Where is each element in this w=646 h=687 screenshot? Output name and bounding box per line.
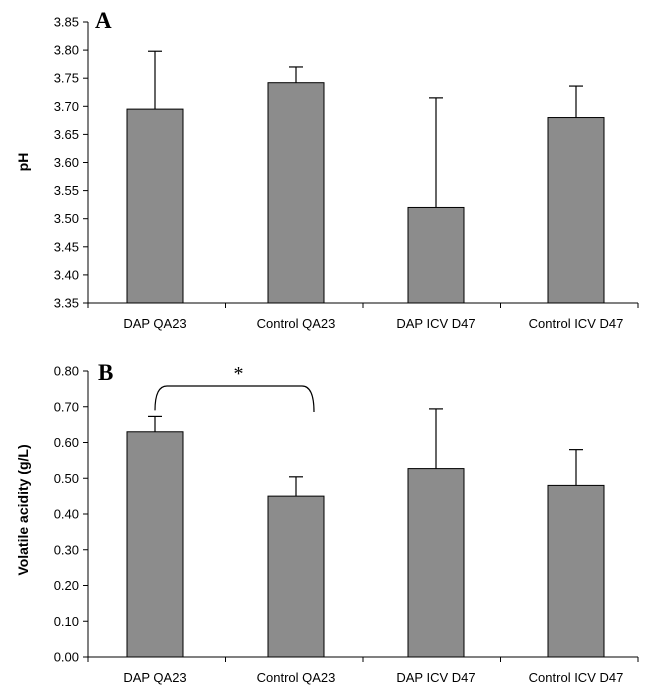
bar <box>547 117 605 304</box>
error-bars-a <box>148 50 583 208</box>
x-ticks-a: DAP QA23 Control QA23 DAP ICV D47 Control I… <box>87 303 639 331</box>
y-ticks-a: 3.35 3.40 3.45 3.50 3.55 3.60 3.65 3.70 3.75 3.80… <box>54 15 88 311</box>
y-axis-label-a: pH <box>15 153 31 172</box>
chart-panel-a: A pH 3.35 3.40 3.45 3.50 3.55 3.60 3.65 3.70 3.7… <box>15 8 639 331</box>
axes-a <box>87 22 638 304</box>
bar <box>267 495 325 658</box>
bar <box>547 484 605 658</box>
y-tick-label: 0.30 <box>54 542 79 557</box>
y-tick-label: 3.40 <box>54 267 79 282</box>
bar <box>407 468 465 658</box>
x-tick-label: Control QA23 <box>257 670 336 685</box>
y-tick-label: 0.50 <box>54 471 79 486</box>
y-tick-label: 3.65 <box>54 127 79 142</box>
significance-bracket: * <box>154 363 315 413</box>
bars-a <box>126 82 605 304</box>
x-tick-label: DAP ICV D47 <box>396 316 475 331</box>
x-tick-label: DAP ICV D47 <box>396 670 475 685</box>
panel-label-a: A <box>95 8 112 33</box>
error-bars-b <box>148 408 583 497</box>
y-tick-label: 3.75 <box>54 71 79 86</box>
x-tick-label: DAP QA23 <box>123 670 186 685</box>
significance-star: * <box>234 363 244 385</box>
y-tick-label: 0.70 <box>54 399 79 414</box>
x-ticks-b: DAP QA23 Control QA23 DAP ICV D47 Control I… <box>87 657 639 685</box>
y-tick-label: 3.85 <box>54 15 79 30</box>
significance-bracket-line <box>154 385 315 413</box>
panel-label-b: B <box>98 360 113 385</box>
x-tick-label: DAP QA23 <box>123 316 186 331</box>
bars-b <box>126 431 605 658</box>
y-tick-label: 3.50 <box>54 211 79 226</box>
chart-panel-b: B Volatile acidity (g/L) 0.00 0.10 0.20 0.3… <box>15 360 639 685</box>
y-tick-label: 3.80 <box>54 43 79 58</box>
y-tick-label: 0.80 <box>54 364 79 379</box>
bar <box>126 108 184 304</box>
y-tick-label: 0.60 <box>54 435 79 450</box>
y-tick-label: 0.40 <box>54 507 79 522</box>
x-tick-label: Control ICV D47 <box>529 316 624 331</box>
y-tick-label: 0.20 <box>54 578 79 593</box>
axes-b <box>87 371 638 658</box>
y-tick-label: 3.45 <box>54 239 79 254</box>
y-ticks-b: 0.00 0.10 0.20 0.30 0.40 0.50 0.60 0.70 0.80 <box>54 364 88 665</box>
bar <box>407 206 465 304</box>
y-tick-label: 0.10 <box>54 614 79 629</box>
y-tick-label: 0.00 <box>54 650 79 665</box>
bar <box>126 431 184 658</box>
y-tick-label: 3.55 <box>54 183 79 198</box>
bar <box>267 82 325 304</box>
x-tick-label: Control QA23 <box>257 316 336 331</box>
y-tick-label: 3.35 <box>54 296 79 311</box>
y-tick-label: 3.60 <box>54 155 79 170</box>
y-axis-label-b: Volatile acidity (g/L) <box>15 444 31 575</box>
x-tick-label: Control ICV D47 <box>529 670 624 685</box>
y-tick-label: 3.70 <box>54 99 79 114</box>
